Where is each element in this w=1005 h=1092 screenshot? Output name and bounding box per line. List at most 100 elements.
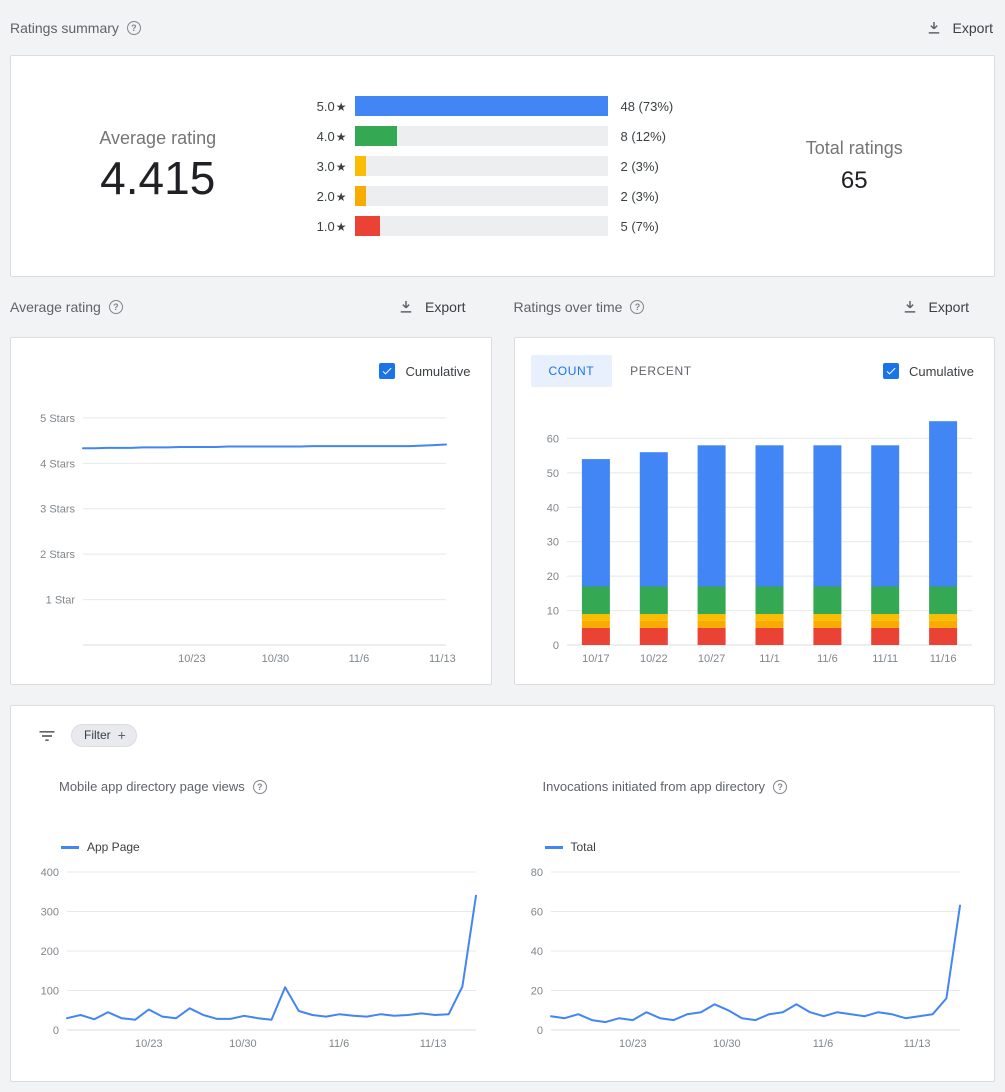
ratings-over-time-bar-chart: 0 10 20 30 40 50 60 10/17 10/22 10/27 11/1 11/6 11/1…	[546, 421, 972, 665]
y-tick-label: 60	[546, 433, 558, 445]
filter-chip[interactable]: Filter +	[71, 724, 137, 747]
average-rating-header: Average rating ? Export	[10, 277, 492, 337]
y-tick-label: 0	[53, 1025, 59, 1037]
rating-distribution-row: 2.0★ 2 (3%)	[304, 186, 714, 206]
export-button[interactable]: Export	[395, 292, 467, 322]
legend-label: App Page	[87, 840, 140, 854]
help-icon[interactable]: ?	[630, 300, 645, 314]
add-filter-icon: +	[117, 727, 126, 743]
x-tick-label: 11/6	[812, 1038, 833, 1050]
average-rating-label: Average rating	[99, 128, 217, 149]
filter-chip-label: Filter	[84, 728, 111, 742]
filter-icon[interactable]	[37, 726, 57, 746]
page-views-panel: Mobile app directory page views ? App Pa…	[31, 779, 491, 1060]
help-icon[interactable]: ?	[252, 779, 267, 794]
bar-segment-3-star	[581, 614, 610, 621]
y-tick-label: 300	[41, 907, 59, 919]
cumulative-checkbox[interactable]: Cumulative	[379, 363, 471, 379]
y-tick-label: 10	[546, 606, 558, 618]
star-label: 2.0★	[316, 188, 347, 204]
y-tick-label: 40	[546, 502, 558, 514]
bar-segment-1-star	[697, 627, 726, 645]
average-rating-card-toolbar: Cumulative	[21, 348, 481, 390]
ratings-over-time-title-group: Ratings over time ?	[514, 299, 645, 315]
count-percent-tabs: COUNT PERCENT	[530, 355, 710, 387]
bar-segment-5-star	[639, 452, 668, 587]
bar-segment-3-star	[639, 614, 668, 621]
rating-bar-fill	[355, 156, 366, 176]
y-tick-label: 200	[41, 946, 59, 958]
bar-segment-3-star	[812, 614, 841, 621]
page-views-title-group: Mobile app directory page views ?	[59, 779, 491, 794]
star-label: 1.0★	[316, 218, 347, 234]
x-tick-label: 10/30	[229, 1038, 257, 1050]
export-button[interactable]: Export	[899, 292, 971, 322]
rating-distribution-row: 5.0★ 48 (73%)	[304, 96, 714, 116]
bar-segment-2-star	[812, 620, 841, 628]
cumulative-checkbox[interactable]: Cumulative	[882, 363, 974, 379]
help-icon[interactable]: ?	[108, 300, 123, 314]
checkbox-checked-icon	[379, 363, 396, 379]
bar-segment-1-star	[812, 627, 841, 645]
ratings-over-time-card-toolbar: COUNT PERCENT Cumulative	[525, 348, 985, 390]
bottom-charts-row: Mobile app directory page views ? App Pa…	[31, 779, 974, 1060]
bar-segment-5-star	[581, 459, 610, 587]
bar-segment-5-star	[870, 445, 899, 587]
rating-bar-track	[355, 96, 609, 116]
rating-count-label: 2 (3%)	[620, 158, 659, 174]
average-rating-value: 4.415	[100, 152, 216, 205]
y-tick-label: 5 Stars	[40, 413, 75, 425]
bar-segment-2-star	[755, 620, 783, 628]
export-button[interactable]: Export	[923, 13, 995, 43]
x-tick-label: 10/27	[697, 653, 725, 665]
help-icon[interactable]: ?	[126, 20, 141, 35]
bar-segment-1-star	[928, 627, 957, 645]
help-icon[interactable]: ?	[773, 779, 788, 794]
y-tick-label: 100	[41, 986, 59, 998]
bar-segment-2-star	[697, 620, 726, 628]
bar-segment-4-star	[812, 586, 841, 614]
bar-segment-4-star	[928, 586, 957, 614]
export-label: Export	[425, 299, 466, 315]
y-tick-label: 4 Stars	[40, 458, 75, 470]
tab-count[interactable]: COUNT	[530, 355, 613, 387]
bar-segment-2-star	[870, 620, 899, 628]
bar-segment-5-star	[812, 445, 841, 587]
star-icon: ★	[335, 189, 347, 204]
rating-bar-track	[355, 186, 609, 206]
star-icon: ★	[335, 99, 347, 114]
rating-bar-fill	[355, 216, 380, 236]
download-icon	[904, 301, 915, 313]
rating-bar-fill	[355, 186, 366, 206]
ratings-over-time-chart-title: Ratings over time	[513, 299, 623, 315]
ratings-summary-header: Ratings summary ? Export	[10, 0, 995, 55]
chart-cards-row: Cumulative 5 Stars 4 Stars 3 Stars 2 Stars 1…	[10, 337, 995, 685]
total-ratings-value: 65	[840, 166, 868, 194]
cumulative-label: Cumulative	[405, 363, 471, 379]
x-tick-label: 10/23	[135, 1038, 163, 1050]
bar-segment-2-star	[639, 620, 668, 628]
bar-segment-4-star	[581, 586, 610, 614]
star-label: 3.0★	[316, 158, 347, 174]
ratings-summary-title-group: Ratings summary ?	[10, 20, 141, 36]
rating-distribution: 5.0★ 48 (73%) 4.0★ 8 (12%) 3.0★ 2 (3%) 2.0★ 2 (…	[304, 86, 714, 246]
x-tick-label: 11/1	[759, 653, 780, 665]
download-icon	[400, 301, 412, 313]
bar-segment-2-star	[581, 620, 610, 628]
rating-distribution-row: 3.0★ 2 (3%)	[304, 156, 714, 176]
x-tick-label: 11/13	[429, 653, 456, 665]
tab-percent[interactable]: PERCENT	[630, 364, 692, 378]
star-icon: ★	[335, 219, 347, 234]
rating-bar-track	[355, 216, 609, 236]
x-tick-label: 11/13	[903, 1038, 930, 1050]
y-tick-label: 30	[546, 537, 558, 549]
invocations-panel: Invocations initiated from app directory…	[515, 779, 975, 1060]
cumulative-label: Cumulative	[908, 363, 974, 379]
y-tick-label: 50	[546, 468, 558, 480]
bar-segment-3-star	[928, 614, 957, 621]
checkbox-checked-icon	[882, 363, 899, 379]
ratings-summary-card: Average rating 4.415 5.0★ 48 (73%) 4.0★ 8 (…	[10, 55, 995, 277]
legend-line-icon	[544, 845, 563, 849]
x-tick-label: 10/22	[640, 653, 668, 665]
